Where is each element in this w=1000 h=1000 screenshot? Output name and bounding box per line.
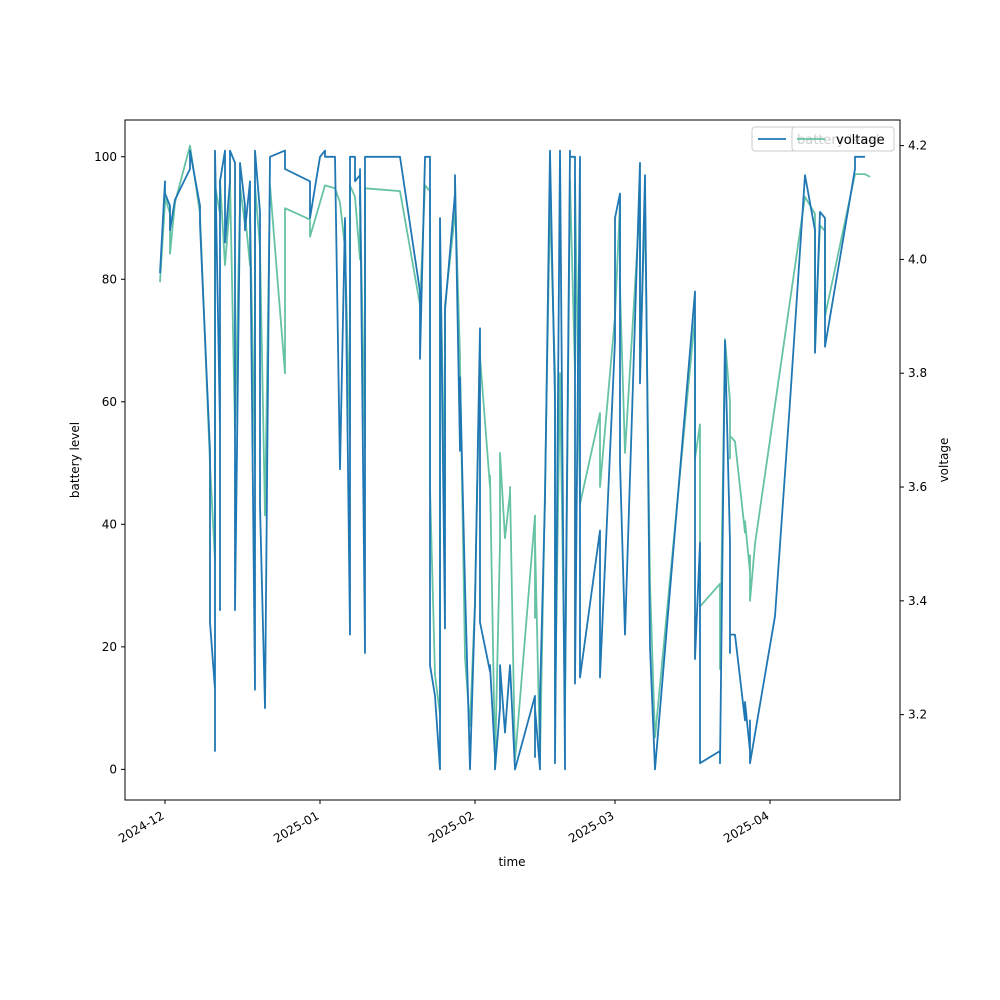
y-left-tick-label-0: 0 xyxy=(109,762,117,776)
plot-frame xyxy=(124,119,901,801)
series-line-0 xyxy=(159,149,865,771)
y-axis-right-title: voltage xyxy=(937,438,951,483)
y-left-tick-label-4: 80 xyxy=(102,272,117,286)
plot-lines xyxy=(159,144,871,771)
y-axis-left-title: battery level xyxy=(68,422,82,498)
y-right-tick-label-5: 4.2 xyxy=(908,139,927,153)
y-left-tick-label-3: 60 xyxy=(102,395,117,409)
legend-label-voltage: voltage xyxy=(836,133,885,148)
y-right-tick-label-1: 3.4 xyxy=(908,594,927,608)
y-left-tick-label-5: 100 xyxy=(94,150,117,164)
y-right-tick-label-2: 3.6 xyxy=(908,480,927,494)
y-left-tick-label-1: 20 xyxy=(102,640,117,654)
y-right-tick-label-3: 3.8 xyxy=(908,366,927,380)
x-axis-title: time xyxy=(498,855,525,869)
y-left-tick-label-2: 40 xyxy=(102,517,117,531)
y-right-tick-label-4: 4.0 xyxy=(908,252,927,266)
y-right-tick-label-0: 3.2 xyxy=(908,708,927,722)
legend-box-right xyxy=(791,126,895,152)
